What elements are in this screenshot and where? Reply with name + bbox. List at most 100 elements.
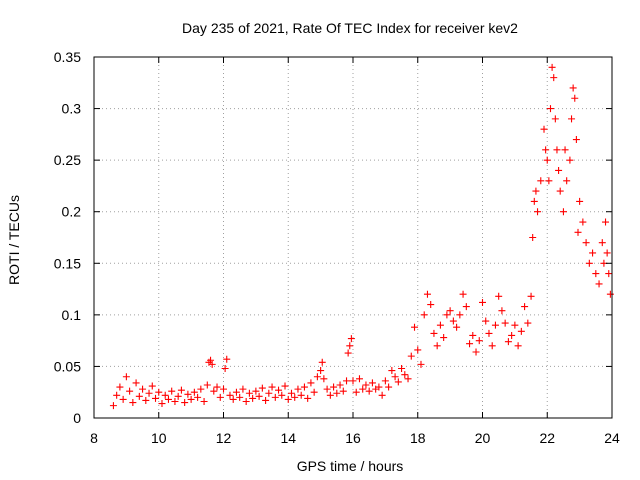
data-point [420,311,428,319]
data-point [466,340,474,348]
data-point [569,84,577,92]
data-point [171,397,179,405]
data-point [320,375,328,383]
data-point [576,197,584,205]
data-point [433,342,441,350]
data-point [529,234,537,241]
data-point [551,115,559,123]
data-point [546,105,554,113]
data-point [571,94,579,102]
data-point [161,391,169,399]
data-point [542,146,550,154]
data-point [126,387,134,395]
data-point [517,327,525,335]
data-point [572,136,580,144]
data-point [210,387,218,395]
data-point [323,385,331,393]
data-point [423,290,431,298]
data-point [524,319,532,327]
data-point [318,358,326,366]
data-point [148,382,156,390]
data-points [109,63,614,410]
data-point [548,63,556,71]
data-point [145,389,153,397]
data-point [135,392,143,400]
data-point [479,298,486,306]
y-axis-ticks: 0 0.05 0.1 0.15 0.2 0.25 0.3 0.35 [54,49,612,426]
data-point [352,388,360,396]
data-point [514,342,522,350]
x-tick-label: 22 [539,430,555,446]
data-point [155,388,163,396]
y-axis-label: ROTI / TECUs [6,195,22,285]
data-point [258,384,266,392]
data-point [187,395,195,403]
data-point [504,338,512,346]
data-point [200,397,208,405]
data-point [605,270,613,278]
data-point [459,290,467,298]
data-point [294,385,302,393]
data-point [119,395,127,403]
data-point [527,292,535,300]
data-point [347,335,355,343]
data-point [501,319,509,327]
data-point [239,385,247,393]
data-point [381,377,389,385]
data-point [158,400,166,408]
data-point [197,385,205,393]
x-axis-label: GPS time / hours [297,458,404,474]
y-tick-label: 0.05 [54,358,81,374]
data-point [300,383,308,391]
data-point [417,360,425,368]
data-point [472,348,480,356]
data-point [556,187,564,195]
data-point [404,375,412,383]
data-point [598,239,606,247]
x-tick-label: 24 [604,430,620,446]
x-axis-ticks: 8 10 12 14 16 18 20 22 24 [90,57,620,446]
y-tick-label: 0.15 [54,255,81,271]
y-tick-label: 0.3 [62,101,82,117]
data-point [537,177,545,185]
data-point [249,394,257,402]
data-point [398,364,406,372]
data-point [152,394,160,402]
y-tick-label: 0 [73,410,81,426]
data-point [491,321,499,329]
data-point [307,379,315,387]
data-point [411,323,419,331]
data-point [232,388,240,396]
data-point [568,115,576,123]
data-point [142,396,150,404]
data-point [229,395,237,403]
data-point [291,393,299,401]
data-point [475,337,483,345]
data-point [262,396,270,404]
x-tick-label: 14 [280,430,296,446]
data-point [326,391,334,399]
data-point [174,392,182,400]
data-point [534,208,542,216]
data-point [271,393,279,401]
y-tick-label: 0.25 [54,152,81,168]
data-point [469,331,477,339]
data-point [401,371,409,379]
data-point [436,321,444,329]
data-point [532,187,540,195]
data-point [226,391,234,399]
data-point [540,125,548,133]
data-point [498,307,506,315]
data-point [177,386,185,394]
data-point [213,383,221,391]
data-point [310,388,318,396]
data-point [181,399,189,407]
data-point [339,387,347,395]
data-point [407,352,415,360]
y-tick-label: 0.35 [54,49,81,65]
data-point [385,383,393,391]
data-point [139,385,147,393]
data-point [129,399,137,407]
data-point [333,389,341,397]
y-tick-label: 0.2 [62,204,82,220]
